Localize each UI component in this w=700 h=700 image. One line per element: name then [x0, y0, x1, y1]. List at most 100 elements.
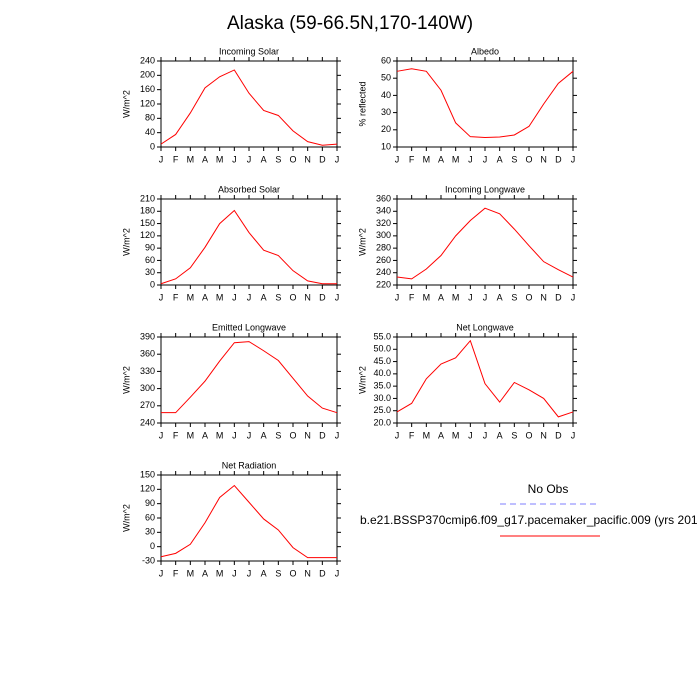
y-tick-label: 240 [140, 55, 155, 65]
y-tick-label: 120 [140, 230, 155, 240]
x-tick-label: O [289, 292, 296, 302]
x-tick-label: A [438, 154, 444, 164]
y-tick-label: 360 [140, 349, 155, 359]
panel-title: Incoming Longwave [445, 184, 525, 194]
x-tick-label: A [202, 430, 208, 440]
x-tick-label: M [187, 430, 195, 440]
x-tick-label: S [275, 154, 281, 164]
y-tick-label: 40.0 [373, 368, 391, 378]
y-tick-label: 30.0 [373, 393, 391, 403]
y-tick-label: 55.0 [373, 331, 391, 341]
panel-title: Emitted Longwave [212, 322, 286, 332]
data-line [396, 207, 574, 280]
y-tick-label: 50 [381, 73, 391, 83]
x-tick-label: A [202, 292, 208, 302]
x-tick-label: S [275, 568, 281, 578]
y-tick-label: 120 [140, 98, 155, 108]
x-tick-label: A [261, 292, 267, 302]
x-tick-label: J [159, 430, 164, 440]
x-tick-label: D [319, 568, 326, 578]
x-tick-label: J [232, 430, 237, 440]
x-tick-label: J [468, 292, 473, 302]
data-line [396, 339, 574, 418]
data-line [160, 69, 338, 146]
x-tick-label: J [335, 154, 340, 164]
y-tick-label: 45.0 [373, 356, 391, 366]
x-tick-label: M [452, 154, 460, 164]
y-axis-label: W/m^2 [121, 228, 131, 256]
y-tick-label: 360 [376, 193, 391, 203]
y-axis-label: W/m^2 [121, 90, 131, 118]
y-tick-label: 220 [376, 279, 391, 289]
x-tick-label: O [289, 568, 296, 578]
x-tick-label: J [395, 154, 400, 164]
x-tick-label: A [261, 430, 267, 440]
x-tick-label: J [335, 430, 340, 440]
y-tick-label: 0 [150, 141, 155, 151]
panel-title: Net Radiation [222, 460, 277, 470]
y-tick-label: 160 [140, 84, 155, 94]
plot-frame [396, 198, 574, 286]
y-tick-label: 35.0 [373, 381, 391, 391]
data-line [396, 68, 574, 139]
y-tick-label: 340 [376, 206, 391, 216]
plot-frame [160, 60, 338, 148]
y-tick-label: 300 [140, 383, 155, 393]
x-tick-label: J [483, 292, 488, 302]
y-tick-label: 320 [376, 218, 391, 228]
x-tick-label: J [232, 292, 237, 302]
y-tick-label: 80 [145, 113, 155, 123]
x-tick-label: J [335, 568, 340, 578]
y-tick-label: 25.0 [373, 405, 391, 415]
x-tick-label: M [187, 568, 195, 578]
y-tick-label: 30 [145, 527, 155, 537]
x-tick-label: O [525, 430, 532, 440]
panel-title: Albedo [471, 46, 499, 56]
y-tick-label: 60 [381, 55, 391, 65]
x-tick-label: F [173, 154, 179, 164]
y-tick-label: 240 [376, 267, 391, 277]
plot-frame [396, 336, 574, 424]
y-tick-label: 330 [140, 366, 155, 376]
x-tick-label: J [483, 430, 488, 440]
x-tick-label: J [159, 154, 164, 164]
y-tick-label: 240 [140, 417, 155, 427]
data-line [161, 341, 338, 414]
plot-frame [160, 336, 338, 424]
data-line [160, 484, 337, 559]
y-tick-label: 50.0 [373, 344, 391, 354]
x-tick-label: F [409, 292, 415, 302]
x-tick-label: A [497, 154, 503, 164]
x-tick-label: A [202, 154, 208, 164]
x-tick-label: J [571, 430, 576, 440]
x-tick-label: J [159, 568, 164, 578]
x-tick-label: N [540, 292, 547, 302]
x-tick-label: J [247, 568, 252, 578]
x-tick-label: A [261, 154, 267, 164]
y-tick-label: 30 [145, 267, 155, 277]
y-tick-label: 210 [140, 193, 155, 203]
x-tick-label: J [159, 292, 164, 302]
x-tick-label: N [304, 430, 311, 440]
y-tick-label: 200 [140, 70, 155, 80]
y-tick-label: 90 [145, 498, 155, 508]
x-tick-label: J [395, 430, 400, 440]
legend-label: b.e21.BSSP370cmip6.f09_g17.pacemaker_pac… [360, 513, 698, 527]
x-tick-label: O [289, 430, 296, 440]
panel-title: Net Longwave [456, 322, 514, 332]
x-tick-label: J [483, 154, 488, 164]
x-tick-label: J [232, 154, 237, 164]
y-tick-label: 180 [140, 206, 155, 216]
x-tick-label: A [497, 430, 503, 440]
x-tick-label: N [540, 430, 547, 440]
legend-label: No Obs [528, 482, 569, 496]
y-tick-label: 20 [381, 124, 391, 134]
x-tick-label: M [216, 568, 224, 578]
y-tick-label: 10 [381, 141, 391, 151]
y-tick-label: 150 [140, 469, 155, 479]
x-tick-label: N [540, 154, 547, 164]
plot-frame [396, 60, 574, 148]
x-tick-label: A [202, 568, 208, 578]
x-tick-label: J [571, 292, 576, 302]
y-tick-label: 120 [140, 484, 155, 494]
